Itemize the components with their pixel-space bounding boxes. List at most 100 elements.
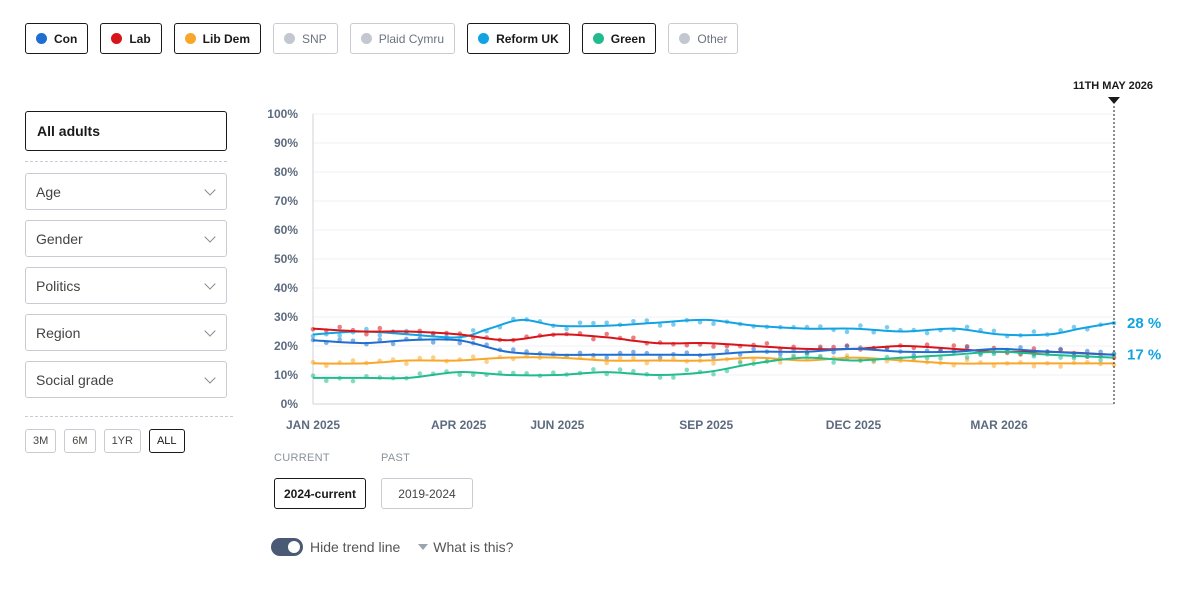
party-color-dot-icon	[360, 33, 372, 44]
poll-point-green	[324, 378, 329, 384]
poll-point-lib-dem	[417, 355, 423, 361]
poll-point-green	[1031, 354, 1037, 359]
trend-line-con	[312, 338, 1115, 356]
filter-divider	[25, 161, 227, 162]
party-chip-lib-dem[interactable]: Lib Dem	[173, 23, 262, 54]
range-button-1yr[interactable]: 1YR	[103, 429, 141, 453]
what-is-this-link[interactable]: What is this?	[418, 539, 513, 555]
filter-panel: All adults Age Gender Politics Region Social…	[25, 111, 227, 408]
caret-down-icon	[418, 544, 429, 550]
party-chip-reform-uk[interactable]: Reform UK	[467, 23, 570, 54]
poll-point-lab	[924, 342, 930, 348]
poll-point-reform-uk	[470, 328, 476, 333]
poll-point-green	[631, 368, 636, 374]
trend-line-green	[313, 350, 1115, 380]
trend-line-lib-dem	[312, 356, 1114, 365]
y-tick-label: 80%	[274, 165, 298, 179]
poll-point-reform-uk	[337, 333, 342, 338]
end-value-label: 17 %	[1127, 347, 1161, 364]
poll-point-con	[778, 351, 783, 357]
chevron-down-icon	[204, 183, 216, 196]
party-chip-con[interactable]: Con	[25, 23, 89, 54]
party-chip-lab[interactable]: Lab	[100, 23, 162, 54]
poll-point-reform-uk	[1071, 324, 1077, 330]
dropdown-label: Region	[36, 324, 81, 341]
party-chip-green[interactable]: Green	[581, 23, 657, 54]
poll-points	[310, 316, 1117, 384]
toggle-knob	[288, 541, 300, 553]
poll-point-con	[844, 344, 850, 349]
current-heading: CURRENT	[274, 452, 330, 464]
party-chip-snp[interactable]: SNP	[273, 23, 338, 54]
party-color-dot-icon	[679, 33, 691, 44]
party-color-dot-icon	[184, 33, 196, 44]
poll-point-reform-uk	[924, 330, 930, 336]
dropdown-social-grade[interactable]: Social grade	[25, 361, 227, 398]
dropdown-region[interactable]: Region	[25, 314, 227, 351]
poll-point-lib-dem	[1031, 364, 1037, 369]
poll-point-green	[964, 355, 970, 360]
poll-point-lib-dem	[470, 354, 476, 360]
period-past-button[interactable]: 2019-2024	[381, 478, 473, 509]
trend-toggle-label[interactable]: Hide trend line	[310, 539, 401, 555]
poll-point-green	[617, 367, 623, 372]
party-chip-other[interactable]: Other	[668, 23, 739, 54]
y-tick-label: 30%	[274, 310, 298, 324]
poll-point-lib-dem	[751, 357, 756, 363]
poll-point-con	[604, 355, 609, 361]
period-past-label: 2019-2024	[398, 486, 456, 501]
poll-point-reform-uk	[577, 320, 583, 326]
range-divider	[25, 416, 233, 417]
voting-intention-chart: 0% 10% 20% 30% 40% 50% 60% 70% 80% 90% 100% JAN 20…	[267, 80, 1161, 432]
poll-point-reform-uk	[591, 320, 596, 326]
poll-point-con	[377, 337, 383, 343]
poll-point-lib-dem	[324, 363, 329, 369]
x-tick-label: JUN 2025	[530, 418, 584, 432]
poll-point-con	[430, 340, 436, 345]
range-button-all[interactable]: ALL	[148, 429, 185, 453]
party-chip-label: Reform UK	[496, 31, 559, 46]
dropdown-politics[interactable]: Politics	[25, 267, 227, 304]
time-range-bar: 3M 6M 1YR ALL	[25, 429, 185, 453]
party-color-dot-icon	[478, 33, 490, 44]
poll-point-reform-uk	[964, 324, 970, 330]
poll-point-lib-dem	[991, 363, 997, 369]
dropdown-age[interactable]: Age	[25, 173, 227, 210]
poll-point-reform-uk	[884, 325, 890, 330]
period-current-button[interactable]: 2024-current	[274, 478, 366, 509]
trend-lines	[312, 318, 1115, 380]
poll-point-reform-uk	[697, 319, 703, 325]
poll-point-lab	[364, 332, 369, 337]
poll-point-reform-uk	[844, 329, 850, 335]
poll-point-green	[671, 375, 676, 380]
poll-point-reform-uk	[1031, 329, 1037, 334]
poll-point-lib-dem	[350, 358, 356, 363]
y-tick-label: 50%	[274, 252, 298, 266]
dropdown-label: Politics	[36, 277, 81, 294]
poll-point-green	[938, 355, 943, 361]
poll-point-green	[737, 360, 743, 366]
y-tick-label: 40%	[274, 281, 298, 295]
poll-point-con	[1018, 345, 1023, 350]
range-button-6m[interactable]: 6M	[64, 429, 96, 453]
poll-point-green	[591, 367, 596, 372]
trend-line-reform-uk	[312, 318, 1115, 339]
poll-point-lab	[604, 331, 609, 337]
party-chip-label: SNP	[302, 31, 327, 46]
poll-point-green	[711, 371, 716, 377]
poll-point-lib-dem	[430, 355, 436, 360]
dropdown-label: Age	[36, 183, 61, 200]
poll-point-reform-uk	[657, 323, 663, 328]
trend-line-toggle[interactable]	[271, 538, 303, 556]
all-adults-button[interactable]: All adults	[25, 111, 227, 151]
dropdown-gender[interactable]: Gender	[25, 220, 227, 257]
poll-point-lab	[711, 344, 716, 349]
party-chip-plaid-cymru[interactable]: Plaid Cymru	[349, 23, 456, 54]
poll-point-lab	[337, 324, 342, 330]
poll-point-green	[1058, 355, 1063, 360]
poll-point-reform-uk	[711, 321, 716, 326]
poll-point-green	[1071, 355, 1077, 361]
y-tick-label: 70%	[274, 194, 298, 208]
marker-label: 11TH MAY 2026	[1073, 80, 1153, 92]
range-button-3m[interactable]: 3M	[25, 429, 57, 453]
